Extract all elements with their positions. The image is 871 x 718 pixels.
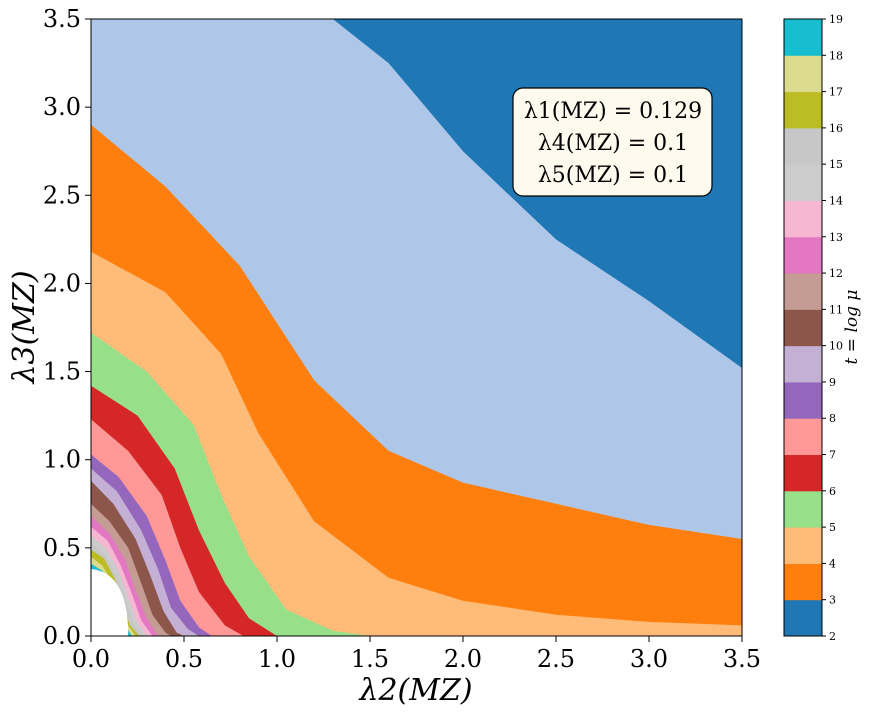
colorbar-tick-label: 16 [829,122,843,135]
colorbar-segment [784,490,822,528]
empty-region [91,569,129,636]
colorbar-tick-label: 18 [829,49,843,62]
y-axis-label: λ3(MZ) [7,270,42,384]
colorbar-segment [784,309,822,347]
colorbar-segment [784,273,822,310]
annotation-line-3: λ5(MZ) = 0.1 [538,163,688,188]
colorbar-label: t = log μ [842,290,862,365]
colorbar-segment [784,381,822,419]
colorbar-segment [784,236,822,274]
x-tick-label: 1.5 [351,645,389,673]
colorbar-frame [783,18,823,637]
y-tick-label: 2.5 [43,181,81,209]
colorbar-tick-label: 2 [829,630,836,643]
x-tick-label: 0.0 [72,645,110,673]
colorbar-tick-label: 15 [829,158,843,171]
colorbar [784,19,822,637]
y-tick-label: 3.5 [43,5,81,33]
colorbar-segment [784,599,822,637]
x-tick-label: 3.5 [723,645,761,673]
annotation-line-2: λ4(MZ) = 0.1 [538,131,688,156]
x-tick-label: 3.0 [630,645,668,673]
colorbar-tick-label: 19 [829,13,843,26]
colorbar-segment [784,91,822,129]
y-tick-label: 3.0 [43,93,81,121]
colorbar-tick-label: 12 [829,267,843,280]
x-tick-label: 2.0 [444,645,482,673]
colorbar-segment [784,454,822,492]
y-tick-label: 2.0 [43,269,81,297]
x-tick-label: 2.5 [537,645,575,673]
colorbar-tick-label: 7 [829,449,836,462]
colorbar-segment [784,345,822,383]
colorbar-segment [784,164,822,201]
x-tick-label: 1.0 [258,645,296,673]
band-t-5 [91,251,742,636]
colorbar-tick-label: 5 [829,521,836,534]
colorbar-tick-label: 13 [829,231,843,244]
y-tick-label: 1.0 [43,446,81,474]
y-tick-label: 1.5 [43,358,81,386]
colorbar-tick-label: 9 [829,376,836,389]
colorbar-tick-label: 8 [829,412,836,425]
colorbar-tick-label: 4 [829,557,836,570]
colorbar-segment [784,127,822,165]
colorbar-tick-label: 10 [829,340,843,353]
colorbar-tick-label: 11 [829,303,843,316]
colorbar-segment [784,418,822,456]
annotation-line-1: λ1(MZ) = 0.129 [524,99,702,124]
colorbar-tick-label: 14 [829,194,843,207]
colorbar-segment [784,55,822,93]
colorbar-segment [784,200,822,238]
annotation-box: λ1(MZ) = 0.129 λ4(MZ) = 0.1 λ5(MZ) = 0.1 [512,87,713,197]
colorbar-segment [784,19,822,56]
colorbar-segment [784,527,822,564]
colorbar-segment [784,563,822,601]
colorbar-tick-label: 3 [829,594,836,607]
y-tick-label: 0.0 [43,622,81,650]
y-tick-label: 0.5 [43,534,81,562]
colorbar-tick-label: 17 [829,86,843,99]
plot-frame [90,18,743,637]
x-tick-label: 0.5 [165,645,203,673]
x-axis-label: λ2(MZ) [358,673,472,708]
colorbar-tick-label: 6 [829,485,836,498]
